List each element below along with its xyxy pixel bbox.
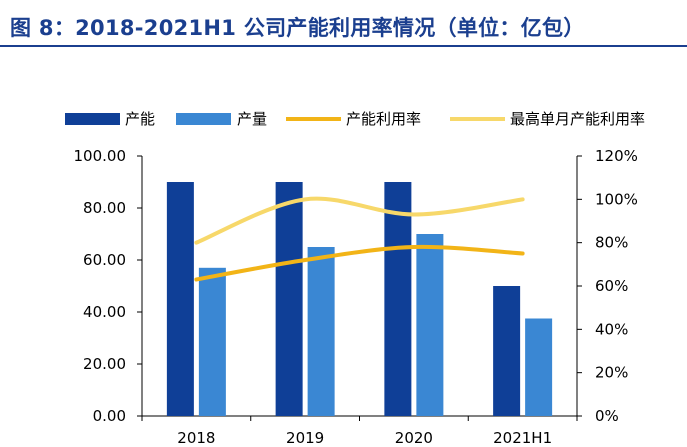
y-right-tick-label: 120% — [595, 147, 638, 165]
line-utilization — [194, 244, 525, 282]
bar-capacity — [384, 182, 412, 416]
y-left-tick-label: 0.00 — [93, 407, 126, 425]
legend-swatch-output — [176, 113, 231, 125]
lines — [194, 196, 525, 282]
legend-label-utilization: 产能利用率 — [346, 110, 421, 128]
bar-capacity — [275, 182, 303, 416]
legend-label-capacity: 产能 — [125, 110, 155, 128]
legend-label-max-monthly: 最高单月产能利用率 — [510, 110, 645, 128]
y-right-tick-label: 20% — [595, 364, 628, 382]
y-right-tick-label: 100% — [595, 190, 638, 208]
bars — [166, 182, 553, 416]
bar-output — [416, 234, 444, 416]
legend-swatch-capacity — [65, 113, 120, 125]
y-left-tick-label: 100.00 — [74, 147, 127, 165]
y-left-tick-label: 40.00 — [83, 303, 126, 321]
bar-output — [525, 318, 553, 416]
y-right-tick-label: 60% — [595, 277, 628, 295]
legend-label-output: 产量 — [237, 110, 267, 128]
x-tick-label: 2021H1 — [493, 429, 552, 447]
x-tick-label: 2019 — [286, 429, 324, 447]
y-left-tick-label: 80.00 — [83, 199, 126, 217]
y-right-tick-label: 0% — [595, 407, 619, 425]
y-right-tick-label: 40% — [595, 320, 628, 338]
line-max-monthly-utilization — [194, 196, 525, 245]
x-tick-label: 2018 — [177, 429, 215, 447]
figure-title: 图 8：2018-2021H1 公司产能利用率情况（单位：亿包） — [10, 16, 585, 40]
legend: 产能 产量 产能利用率 最高单月产能利用率 — [65, 110, 645, 128]
title-divider — [0, 45, 687, 47]
bar-output — [307, 247, 335, 416]
x-tick-label: 2020 — [395, 429, 433, 447]
bar-capacity — [166, 182, 194, 416]
axes: 0.00 20.00 40.00 60.00 80.00 100.00 0% 20% 40% 60… — [74, 147, 638, 447]
bar-capacity — [493, 286, 521, 416]
y-left-tick-label: 20.00 — [83, 355, 126, 373]
y-left-tick-label: 60.00 — [83, 251, 126, 269]
y-right-tick-label: 80% — [595, 234, 628, 252]
bar-output — [198, 267, 226, 416]
